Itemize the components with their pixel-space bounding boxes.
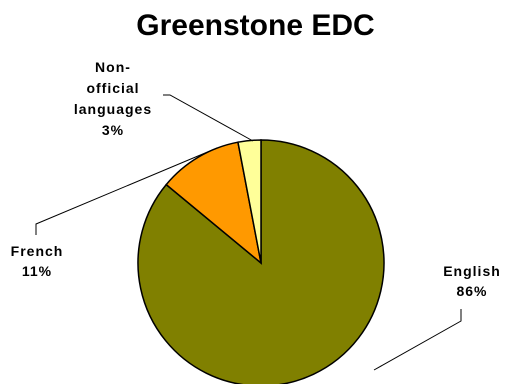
chart-title: Greenstone EDC [136, 9, 375, 42]
leader-line-non-official-languages [163, 94, 254, 142]
data-label-english: English 86% [443, 263, 501, 299]
data-label-line: Non- [95, 59, 131, 75]
pie-slice-french [165, 141, 263, 265]
data-label-line: languages [74, 101, 152, 117]
leader-line-french [35, 147, 218, 235]
data-label-line: 11% [22, 263, 52, 279]
data-label-line: French [11, 243, 64, 259]
data-label-line: 86% [456, 283, 487, 299]
leader-line-english [373, 309, 462, 371]
data-label-french: French 11% [11, 243, 64, 279]
data-label-line: 3% [102, 122, 124, 138]
data-label-non-official-languages: Non-official languages 3% [74, 59, 152, 138]
pie-slice-non-official-languages [237, 139, 262, 264]
data-label-line: English [443, 263, 501, 279]
data-label-line: official [86, 80, 139, 96]
